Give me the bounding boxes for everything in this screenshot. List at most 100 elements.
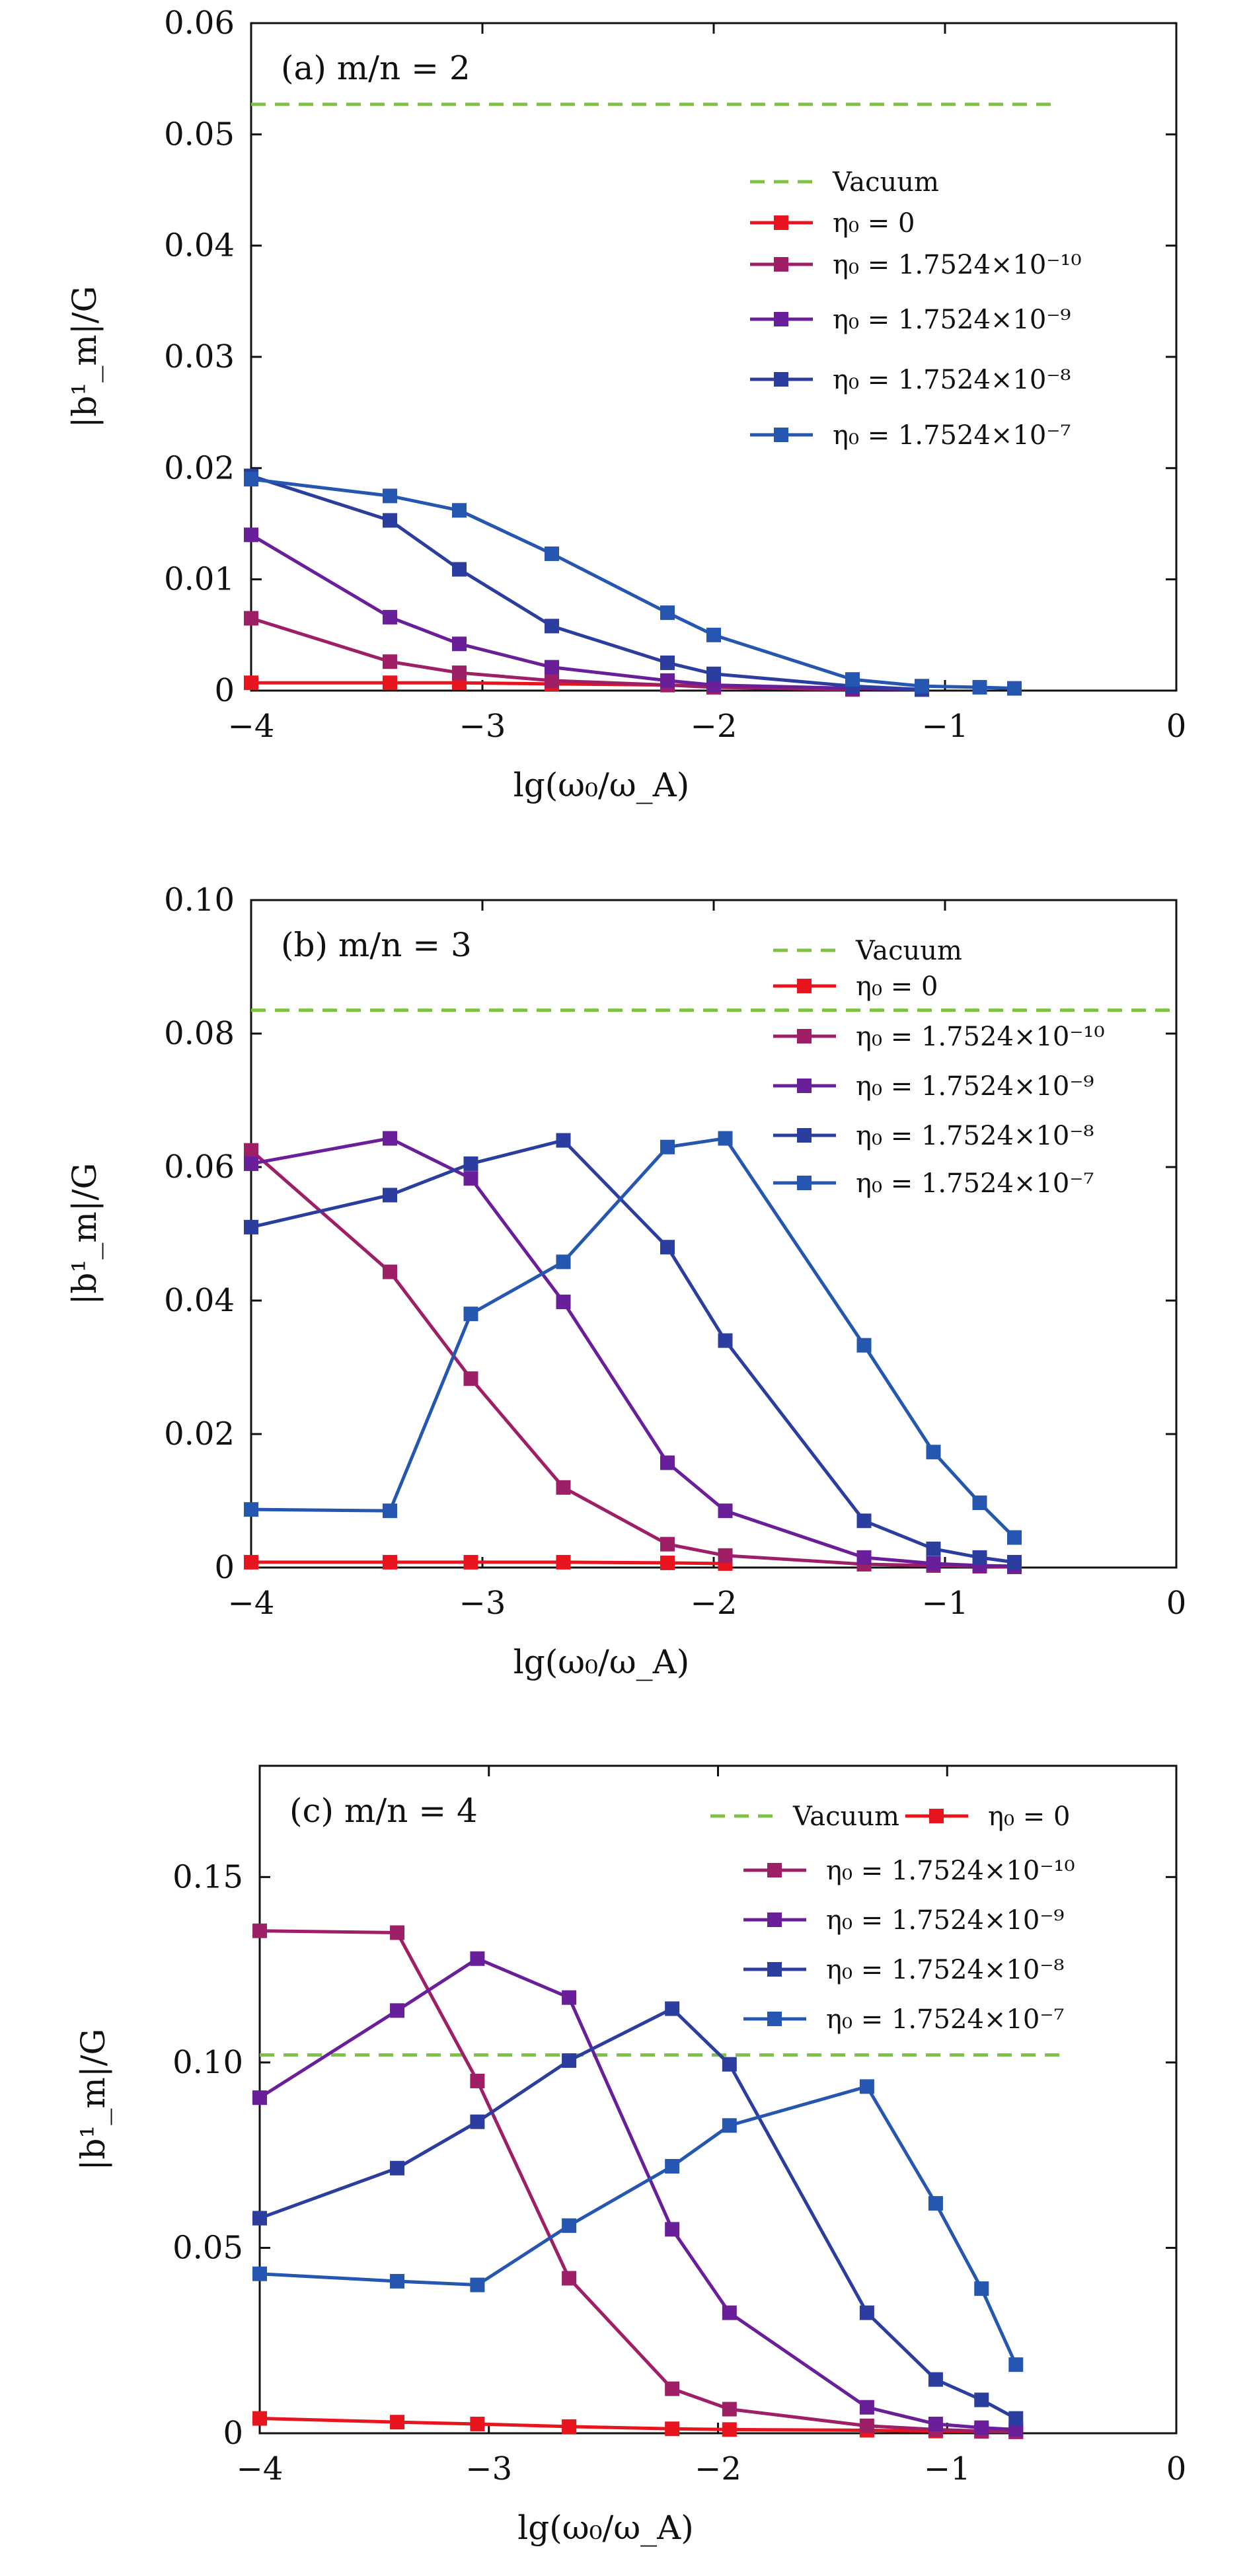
data-point: [972, 1550, 987, 1565]
data-point: [1008, 2422, 1024, 2437]
data-point: [383, 609, 397, 625]
y-tick-label: 0.05: [172, 2229, 243, 2266]
legend-swatch-marker: [797, 1029, 812, 1043]
legend-label: η₀ = 1.7524×10⁻¹⁰: [833, 250, 1082, 280]
data-point: [556, 1480, 571, 1495]
series-line-3: [259, 2007, 1017, 2420]
series-line-1: [259, 1929, 1016, 2434]
data-point: [244, 1502, 258, 1517]
legend-swatch-marker: [774, 372, 788, 387]
data-point: [383, 675, 397, 691]
chart-panel-0: −4 −3 −2 −1 0 0 0.01 0.02 0.03 0.04 0.05 0.06 lg(ω₀/…: [65, 5, 1186, 804]
data-point: [859, 2400, 874, 2415]
legend-label-vacuum: Vacuum: [855, 936, 962, 966]
data-point: [856, 1513, 872, 1529]
data-point: [562, 2419, 577, 2434]
legend-label-vacuum: Vacuum: [792, 1801, 899, 1832]
data-point: [383, 1188, 397, 1203]
y-tick-label: 0.06: [164, 5, 235, 42]
data-point: [452, 665, 467, 681]
y-tick-label: 0: [214, 672, 235, 709]
x-axis-title: lg(ω₀/ω_A): [513, 766, 690, 804]
data-point: [1008, 2357, 1024, 2372]
legend-label: η₀ = 1.7524×10⁻⁹: [833, 305, 1071, 335]
data-point: [660, 1536, 675, 1552]
panel-label: (a) m/n = 2: [281, 49, 471, 87]
data-point: [383, 488, 397, 504]
y-tick-label: 0.01: [164, 561, 235, 598]
data-point: [718, 1503, 733, 1519]
data-point: [722, 2057, 737, 2072]
y-tick-label: 0.02: [164, 449, 235, 486]
data-point: [252, 2090, 267, 2105]
data-point: [859, 2305, 874, 2320]
legend-swatch-marker: [774, 215, 788, 230]
data-point: [390, 2003, 405, 2018]
legend-swatch-marker: [774, 428, 788, 442]
data-point: [252, 2266, 267, 2281]
data-point: [660, 655, 675, 670]
data-point: [556, 1554, 571, 1570]
data-point: [452, 562, 467, 577]
x-tick-label: −1: [922, 1585, 969, 1622]
data-point: [1007, 1530, 1022, 1545]
data-point: [926, 1541, 941, 1556]
series-line-2: [258, 1957, 1016, 2431]
data-point: [665, 2381, 680, 2396]
y-axis-title: |b¹_m|/G: [65, 286, 104, 428]
data-point: [660, 605, 675, 621]
data-point: [244, 675, 258, 691]
data-point: [545, 546, 559, 561]
data-point: [470, 2114, 485, 2129]
data-point: [463, 1307, 478, 1322]
data-point: [470, 2277, 485, 2292]
legend-label: η₀ = 1.7524×10⁻⁷: [826, 2004, 1064, 2035]
x-tick-label: −4: [228, 1585, 275, 1622]
data-point: [452, 503, 467, 518]
legend-swatch-marker: [797, 1079, 812, 1093]
data-point: [252, 2211, 267, 2226]
legend-label: η₀ = 1.7524×10⁻⁸: [826, 1955, 1064, 1985]
legend-swatch-marker: [797, 1176, 812, 1190]
data-point: [660, 1555, 675, 1570]
y-tick-label: 0.02: [164, 1416, 235, 1453]
data-point: [974, 2281, 989, 2296]
legend-swatch-marker: [767, 2012, 782, 2026]
series-line-3: [250, 474, 923, 691]
data-point: [545, 660, 559, 675]
data-point: [706, 666, 721, 681]
data-point: [545, 619, 559, 634]
data-point: [383, 1131, 397, 1146]
data-point: [383, 1554, 397, 1570]
data-point: [390, 2160, 405, 2176]
y-tick-label: 0: [223, 2415, 243, 2452]
legend-swatch-marker: [767, 1863, 782, 1877]
y-tick-label: 0.10: [164, 882, 235, 919]
data-point: [452, 636, 467, 652]
data-point: [722, 2305, 737, 2320]
y-tick-label: 0.04: [164, 227, 235, 264]
data-point: [859, 2079, 874, 2094]
data-point: [928, 2416, 943, 2431]
data-point: [928, 2372, 943, 2387]
series-line-2: [250, 1137, 1015, 1568]
y-tick-label: 0.04: [164, 1282, 235, 1319]
data-point: [660, 1240, 675, 1255]
legend-label: η₀ = 1.7524×10⁻⁸: [856, 1121, 1094, 1151]
legend-label: η₀ = 1.7524×10⁻¹⁰: [856, 1022, 1105, 1052]
data-point: [859, 2418, 874, 2433]
data-point: [660, 1139, 675, 1155]
data-point: [463, 1371, 478, 1386]
data-point: [718, 1548, 733, 1563]
series-line-4: [250, 1137, 1016, 1539]
y-tick-label: 0: [214, 1549, 235, 1586]
data-point: [556, 1133, 571, 1148]
plot-frame: [250, 22, 1178, 692]
x-tick-label: 0: [1166, 1585, 1187, 1622]
data-point: [556, 1295, 571, 1310]
data-point: [383, 513, 397, 528]
data-point: [706, 627, 721, 642]
data-point: [926, 1445, 941, 1460]
legend-swatch-marker: [767, 1962, 782, 1977]
data-point: [974, 2420, 989, 2435]
